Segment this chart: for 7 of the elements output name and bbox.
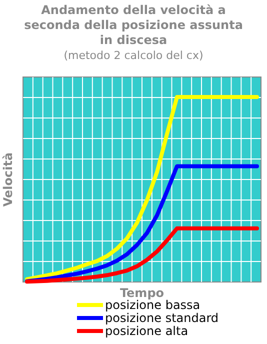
legend-label: posizione alta	[105, 324, 188, 338]
chart-subtitle: (metodo 2 calcolo del cx)	[64, 49, 204, 62]
x-axis-title: Tempo	[120, 286, 164, 300]
chart-title: Andamento della velocità a seconda della posizione assunta in discesa	[24, 3, 243, 47]
y-axis-title: Velocità	[1, 152, 15, 207]
legend-label: posizione bassa	[105, 298, 200, 312]
legend-label: posizione standard	[105, 311, 219, 325]
